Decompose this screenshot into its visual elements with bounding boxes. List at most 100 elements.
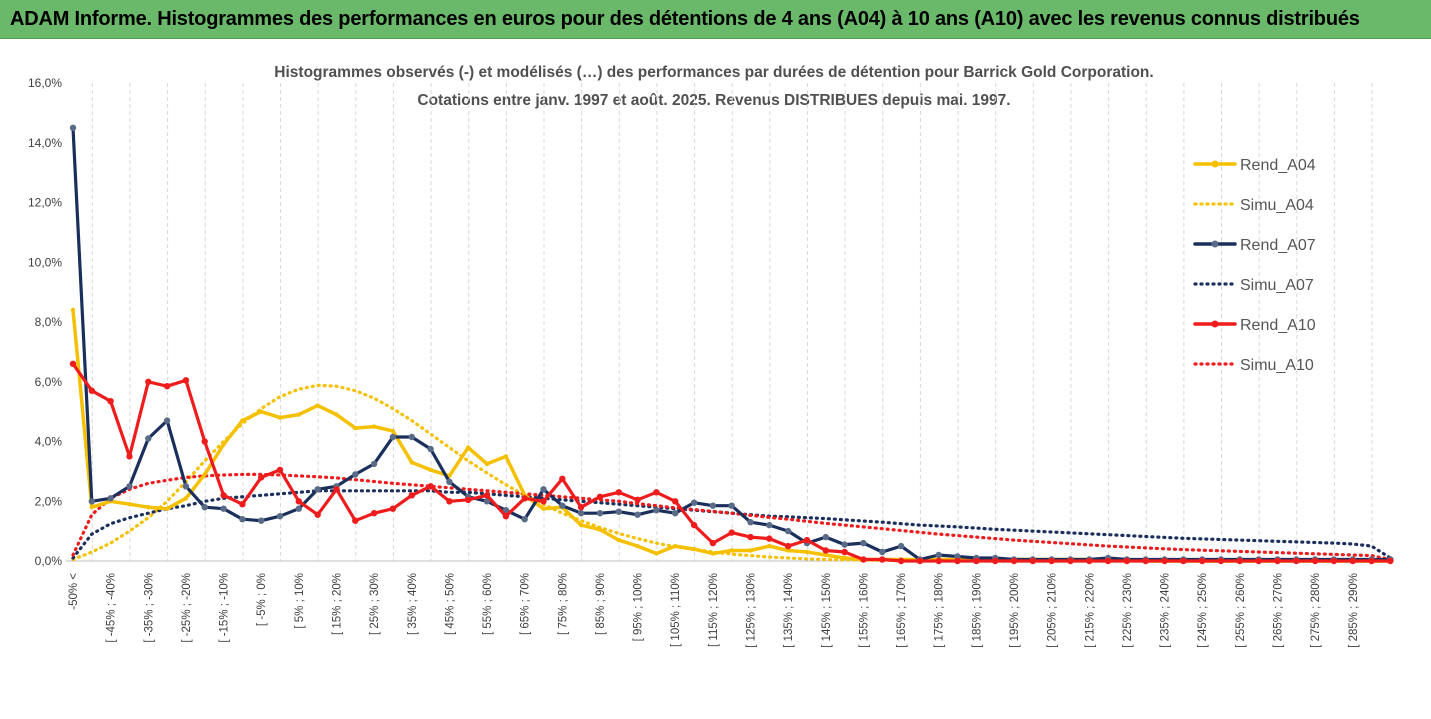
data-point-rend-a10 [1368,557,1375,565]
x-tick-label: [ 145% ; 150% [821,573,833,648]
data-point-rend-a10 [1067,557,1074,565]
data-point-rend-a07 [483,498,491,505]
x-tick-label: [ 45% ; 50% [444,573,456,635]
data-point-rend-a04 [221,442,226,447]
data-point-rend-a10 [370,510,378,517]
data-point-rend-a07 [935,551,942,559]
data-point-rend-a07 [502,507,510,514]
y-axis: 0,0% 2,0% 4,0% 6,0% 8,0% 10,0% 12,0% 14,0% 16,0% [28,76,62,568]
data-point-rend-a07 [690,499,698,506]
x-tick-label: [ 65% ; 70% [520,573,532,635]
data-point-rend-a07 [182,483,190,490]
data-point-rend-a10 [577,504,585,511]
data-point-rend-a10 [408,492,415,499]
data-point-rend-a04 [259,409,264,414]
data-point-rend-a10 [201,438,208,445]
data-point-rend-a10 [521,495,528,502]
data-point-rend-a07 [126,483,133,490]
data-point-rend-a04 [127,502,132,507]
data-point-rend-a07 [521,516,528,523]
data-point-rend-a07 [145,435,152,442]
data-point-rend-a10 [145,378,152,385]
data-point-rend-a04 [353,425,358,431]
x-tick-label: [ 285% ; 290% [1348,573,1360,648]
data-point-rend-a07 [389,433,397,441]
data-point-rend-a10 [389,505,397,512]
x-tick-label: [ 235% ; 240% [1160,573,1172,648]
legend-label: Rend_A07 [1240,237,1316,254]
data-point-rend-a10 [427,483,434,490]
x-axis: -50% < [ -45% ; -40% [ -35% ; -30% [ -25% ;… [68,573,1360,648]
legend-label: Rend_A04 [1240,157,1316,174]
data-point-rend-a10 [1180,557,1187,565]
data-point-rend-a04 [183,496,189,501]
y-tick-label: 4,0% [35,435,63,449]
data-point-rend-a10 [239,501,246,508]
data-point-rend-a10 [879,556,886,563]
x-tick-label: [ -45% ; -40% [106,573,118,643]
data-point-rend-a04 [89,505,95,510]
data-point-rend-a07 [596,510,604,517]
data-point-rend-a07 [766,521,773,529]
legend: Rend_A04 Simu_A04 Rend_A07 Simu_A07 Rend_A10… [1193,157,1316,374]
x-tick-label: [ -5% ; 0% [256,573,268,626]
data-point-rend-a07 [201,504,208,511]
data-point-rend-a04 [503,454,509,459]
data-point-rend-a04 [315,403,320,408]
x-tick-label: [ 105% ; 110% [670,573,682,647]
data-point-rend-a10 [1255,557,1262,565]
x-tick-label: [ -25% ; -20% [181,573,193,643]
data-point-rend-a07 [276,513,284,520]
data-point-rend-a04 [710,551,716,556]
data-point-rend-a04 [296,412,301,417]
data-point-rend-a10 [766,535,773,542]
data-point-rend-a10 [1199,557,1206,565]
data-point-rend-a10 [653,489,660,496]
x-tick-label: [ 155% ; 160% [858,573,870,648]
data-point-rend-a10 [1123,557,1131,565]
chart-title: Histogrammes observés (-) et modélisés (… [274,64,1153,81]
x-tick-label: [ 165% ; 170% [896,573,908,648]
data-point-rend-a10 [126,453,133,460]
data-point-rend-a07 [822,533,829,541]
data-point-rend-a04 [842,555,847,561]
data-point-rend-a04 [786,548,791,553]
performance-histogram-chart: Histogrammes observés (-) et modélisés (… [0,39,1431,719]
data-point-rend-a10 [163,383,171,390]
data-point-rend-a07 [879,548,886,556]
data-point-rend-a10 [634,496,641,503]
legend-label: Simu_A04 [1240,197,1314,214]
data-point-rend-a07 [728,502,735,509]
data-point-rend-a10 [1293,557,1300,565]
data-point-rend-a10 [333,486,340,493]
data-point-rend-a10 [295,498,302,505]
data-point-rend-a07 [88,498,96,505]
x-tick-label: [ 115% ; 120% [708,573,720,647]
data-point-rend-a10 [502,513,510,520]
data-point-rend-a10 [690,521,698,529]
data-point-rend-a10 [352,517,359,524]
data-point-rend-a10 [747,533,754,541]
x-tick-label: [ 95% ; 100% [633,573,645,641]
data-point-rend-a07 [653,507,660,514]
data-point-rend-a10 [1274,557,1281,565]
data-point-rend-a04 [616,537,621,543]
data-point-rend-a10 [1104,557,1112,565]
data-point-rend-a07 [954,553,961,560]
x-tick-label: [ 255% ; 260% [1235,573,1247,648]
x-tick-label: [ 15% ; 20% [331,573,343,635]
data-point-rend-a10 [973,557,980,565]
data-point-rend-a07 [352,471,359,478]
data-point-rend-a07 [672,510,679,517]
data-point-rend-a10 [615,489,622,496]
data-point-rend-a04 [428,467,433,473]
data-point-rend-a04 [70,307,76,313]
data-point-rend-a10 [1311,557,1319,565]
y-tick-label: 12,0% [28,196,62,210]
data-point-rend-a10 [841,548,848,556]
data-point-rend-a10 [1387,557,1394,565]
data-point-rend-a10 [1330,557,1338,565]
legend-label: Simu_A07 [1240,277,1314,294]
data-point-rend-a04 [729,548,734,553]
